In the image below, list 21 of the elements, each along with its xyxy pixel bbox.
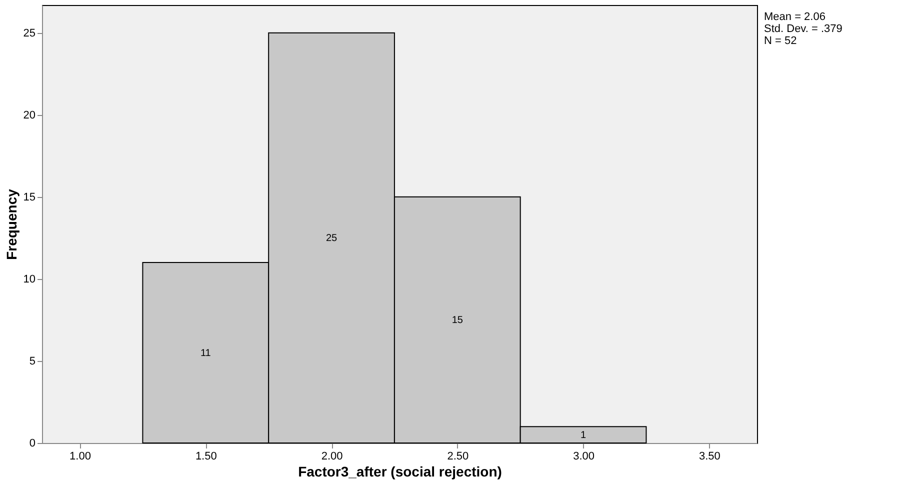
data-label: 11	[200, 348, 212, 359]
x-tick-label: 2.50	[447, 450, 469, 462]
data-label: 25	[326, 232, 338, 244]
data-label: 1	[580, 430, 587, 441]
x-tick-label: 1.50	[195, 450, 217, 462]
y-axis-title: Frequency	[3, 188, 20, 260]
y-tick-label: 5	[29, 355, 36, 368]
y-tick-label: 0	[29, 438, 36, 450]
x-tick-label: 3.50	[698, 450, 720, 462]
y-tick-label: 20	[23, 109, 36, 122]
x-axis-title: Factor3_after (social rejection)	[298, 464, 502, 480]
text: Std. Dev. = .379	[764, 23, 842, 35]
y-tick-label: 10	[23, 273, 36, 286]
text: Mean = 2.06	[764, 11, 826, 23]
x-tick-label: 1.00	[70, 450, 91, 462]
x-tick-label: 2.00	[321, 450, 343, 462]
data-label: 15	[452, 314, 464, 326]
x-tick-label: 3.00	[573, 450, 594, 462]
text: N = 52	[764, 35, 797, 47]
y-tick-label: 15	[23, 191, 36, 204]
y-tick-label: 25	[23, 27, 36, 40]
